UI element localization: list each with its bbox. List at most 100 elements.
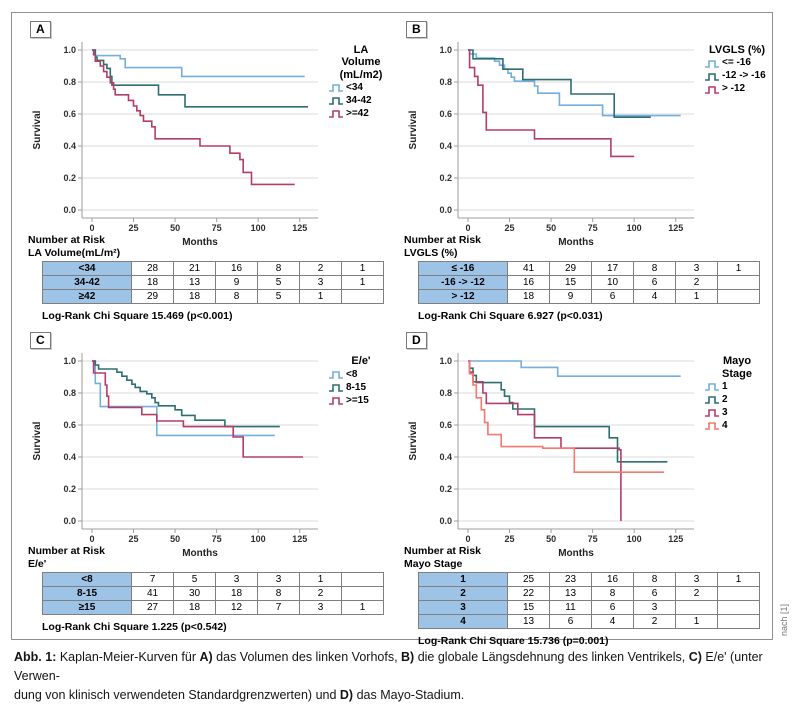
caption-segment: E/e' (unter Verwen- [14,650,763,683]
value-cell: 13 [507,614,550,630]
value-cell: 15 [507,600,550,616]
logrank-stats-d: Log-Rank Chi Square 15.736 (p=0.001) [418,635,609,648]
x-tick-label: 100 [251,534,266,544]
km-curve [468,49,635,158]
km-curve [92,360,303,458]
value-cell: 1 [299,289,342,305]
value-cell: 8 [633,572,676,588]
y-tick-label: 0.6 [63,420,76,430]
table-row: > -12 18 9 6 4 1 [418,289,760,305]
legend-item: >=15 [328,394,394,407]
value-cell: 2 [299,586,342,602]
value-cell: 4 [633,289,676,305]
value-cell: 18 [173,289,216,305]
x-tick-label: 75 [588,223,598,233]
km-plot-c: 0.0 0.2 0.4 0.6 0.8 1.0 0 25 50 75 100 125 Survival M… [32,353,318,559]
y-tick-label: 0.2 [439,173,452,183]
km-curve [92,49,295,186]
x-tick-label: 0 [89,223,94,233]
value-cell: 12 [215,600,258,616]
row-label-cell: <34 [42,261,132,277]
risk-block-b: Number at Risk LVGLS (%) ≤ -16 41 29 17 8 3 1-… [404,234,770,305]
number-at-risk-table-d: 1 25 23 16 8 3 1 2 22 13 8 6 2 3 15 11 6 3 4 13 6 4 2 1 [418,572,760,630]
y-tick-label: 0.6 [63,109,76,119]
value-cell: 10 [591,275,634,291]
caption-segment: das Volumen des linken Vorhofs, [212,650,402,664]
value-cell: 9 [549,289,592,305]
x-tick-label: 125 [292,534,307,544]
number-at-risk-table-b: ≤ -16 41 29 17 8 3 1 -16 -> -12 16 15 10 6 2 > -12 18 9… [418,261,760,305]
legend-b: LVGLS (%) <= -16 -12 -> -16 > -12 [704,44,770,95]
figure-box: A 0.0 0.2 0.4 0.6 0.8 1.0 0 25 50 75 100 125 Surviva… [11,12,773,647]
y-tick-label: 1.0 [439,45,452,55]
value-cell: 3 [299,600,342,616]
row-label-cell: 34-42 [42,275,132,291]
km-curve [468,360,665,474]
value-cell: 5 [173,572,216,588]
y-axis-label: Survival [408,422,419,461]
legend-item-label: <8 [346,368,358,380]
x-tick-label: 125 [668,534,683,544]
panel-a: A 0.0 0.2 0.4 0.6 0.8 1.0 0 25 50 75 100 125 Surviva… [18,19,394,322]
caption-segment: A) [199,650,213,664]
km-curve [468,360,622,522]
value-cell: 1 [717,261,760,277]
value-cell: 21 [173,261,216,277]
y-tick-label: 0.8 [439,388,452,398]
x-tick-label: 100 [627,534,642,544]
y-axis-label: Survival [32,110,43,149]
value-cell: 22 [507,586,550,602]
value-cell: 3 [675,261,718,277]
legend-item: > -12 [704,82,770,95]
risk-title: Number at Risk [404,234,482,246]
x-tick-label: 0 [89,534,94,544]
panel-label-c: C [30,332,51,350]
legend-item: 3 [704,406,770,419]
x-tick-label: 25 [129,223,139,233]
y-tick-label: 0.6 [439,109,452,119]
value-cell: 3 [299,275,342,291]
table-row: ≥15 27 18 12 7 3 1 [42,600,384,616]
km-curve [468,360,681,378]
value-cell: 7 [257,600,300,616]
table-row: 3 15 11 6 3 [418,600,760,616]
value-cell: 7 [131,572,174,588]
legend-item-label: >=15 [346,394,369,406]
value-cell: 5 [257,275,300,291]
caption-segment: Abb. 1: [14,650,60,664]
y-tick-label: 0.0 [439,516,452,526]
x-tick-label: 75 [212,534,222,544]
legend-step-icon [705,60,719,68]
value-cell: 16 [591,572,634,588]
legend-item-label: 8-15 [346,381,367,393]
legend-item-label: 1 [722,380,728,392]
legend-title: LA [353,44,369,56]
x-tick-label: 50 [170,223,180,233]
risk-block-d: Number at Risk Mayo Stage 1 25 23 16 8 3 1 2 22 1… [404,545,770,630]
x-axis-label: Months [558,237,594,248]
km-plot-b: 0.0 0.2 0.4 0.6 0.8 1.0 0 25 50 75 100 125 Survival M… [408,42,694,248]
value-cell: 18 [173,600,216,616]
value-cell: 17 [591,261,634,277]
value-cell: 6 [549,614,592,630]
number-at-risk-table-c: <8 7 5 3 3 1 8-15 41 30 18 8 2 ≥15 27 18 12 7 3 1 [42,572,384,616]
table-row: 8-15 41 30 18 8 2 [42,586,384,602]
risk-group-label: Mayo Stage [404,557,463,570]
legend-step-icon [329,371,343,379]
x-tick-label: 50 [546,534,556,544]
value-cell: 1 [675,289,718,305]
risk-group-label: LA Volume(mL/m²) [28,246,121,259]
value-cell: 13 [173,275,216,291]
y-tick-label: 0.4 [439,141,452,151]
risk-group-label: LVGLS (%) [404,246,458,259]
x-axis-label: Months [182,548,218,559]
value-cell: 30 [173,586,216,602]
legend-item: -12 -> -16 [704,69,770,82]
legend-step-icon [329,384,343,392]
km-plot-a: 0.0 0.2 0.4 0.6 0.8 1.0 0 25 50 75 100 125 Survival M… [32,42,318,248]
legend-item: <34 [328,81,394,94]
legend-step-icon [329,84,343,93]
value-cell [717,586,760,602]
table-row: <34 28 21 16 8 2 1 [42,261,384,277]
legend-item: <= -16 [704,56,770,69]
